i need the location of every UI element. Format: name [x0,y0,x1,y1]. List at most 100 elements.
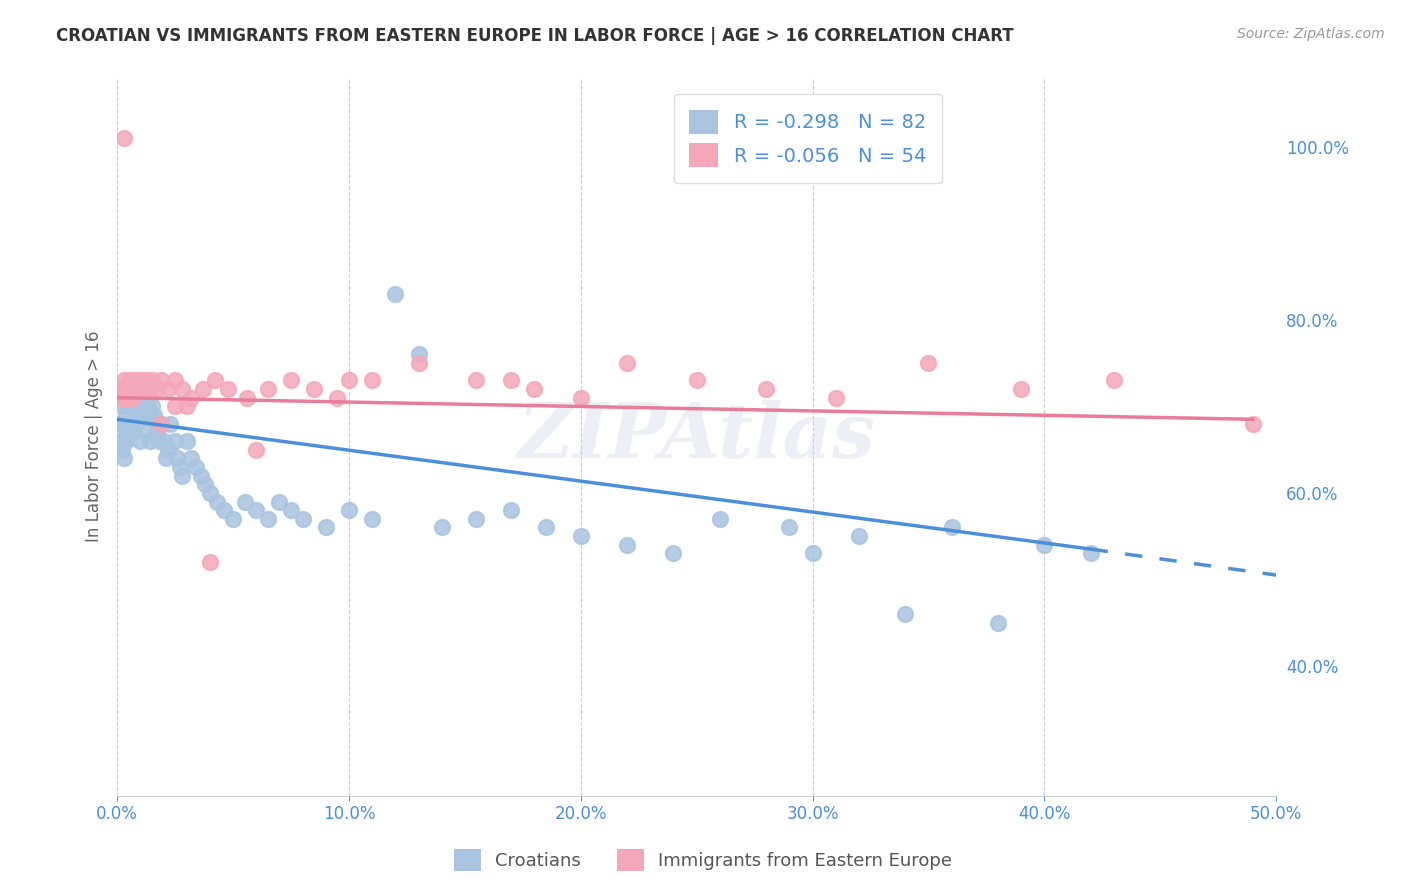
Point [131,400,153,414]
Point [112,131,135,145]
Point [127,373,149,387]
Point [848,529,870,543]
Point [165,400,187,414]
Text: CROATIAN VS IMMIGRANTS FROM EASTERN EUROPE IN LABOR FORCE | AGE > 16 CORRELATION: CROATIAN VS IMMIGRANTS FROM EASTERN EURO… [56,27,1014,45]
Point [136,425,159,440]
Point [569,391,592,405]
Point [408,347,430,361]
Point [465,512,488,526]
Point [302,382,325,396]
Y-axis label: In Labor Force | Age > 16: In Labor Force | Age > 16 [86,331,103,542]
Point [136,373,159,387]
Point [122,391,145,405]
Point [134,408,156,422]
Point [111,391,134,405]
Point [129,434,152,448]
Point [257,512,280,526]
Point [122,373,145,387]
Point [122,425,145,440]
Point [112,417,135,431]
Point [917,356,939,370]
Point [291,512,314,526]
Point [166,451,188,466]
Point [122,382,145,396]
Point [125,382,148,396]
Point [108,434,131,448]
Point [129,408,152,422]
Point [280,503,302,517]
Point [125,417,148,431]
Point [176,400,198,414]
Point [233,494,256,508]
Point [1241,417,1264,431]
Point [143,408,166,422]
Point [141,400,163,414]
Point [108,391,131,405]
Point [111,417,134,431]
Point [204,373,226,387]
Point [118,391,141,405]
Point [337,503,360,517]
Point [198,555,221,569]
Legend: Croatians, Immigrants from Eastern Europe: Croatians, Immigrants from Eastern Europ… [446,842,960,879]
Point [120,382,142,396]
Point [108,417,131,431]
Point [134,382,156,396]
Point [112,451,135,466]
Point [115,382,138,396]
Point [191,382,214,396]
Point [709,512,731,526]
Point [337,373,360,387]
Legend: R = -0.298   N = 82, R = -0.056   N = 54: R = -0.298 N = 82, R = -0.056 N = 54 [673,95,942,183]
Point [125,391,148,405]
Point [384,286,406,301]
Point [361,512,384,526]
Point [129,382,152,396]
Point [257,382,280,396]
Point [465,373,488,387]
Point [112,391,135,405]
Point [1010,382,1032,396]
Point [145,382,167,396]
Point [685,373,707,387]
Point [222,512,245,526]
Point [159,417,181,431]
Point [269,494,291,508]
Point [152,434,174,448]
Point [111,442,134,457]
Point [131,373,153,387]
Point [205,494,228,508]
Point [165,373,187,387]
Point [326,391,349,405]
Point [115,391,138,405]
Point [118,425,141,440]
Point [131,382,153,396]
Point [141,373,163,387]
Point [361,373,384,387]
Point [180,451,202,466]
Point [430,520,453,534]
Point [172,382,194,396]
Point [136,400,159,414]
Point [120,391,142,405]
Point [1102,373,1125,387]
Point [122,400,145,414]
Point [616,356,638,370]
Point [127,382,149,396]
Point [1033,538,1056,552]
Point [118,400,141,414]
Point [138,382,160,396]
Point [501,373,523,387]
Point [894,607,917,621]
Point [1080,546,1102,560]
Point [778,520,800,534]
Point [184,459,207,474]
Point [112,373,135,387]
Point [172,468,194,483]
Point [662,546,685,560]
Point [569,529,592,543]
Point [157,442,180,457]
Point [138,434,160,448]
Point [245,503,267,517]
Point [180,391,202,405]
